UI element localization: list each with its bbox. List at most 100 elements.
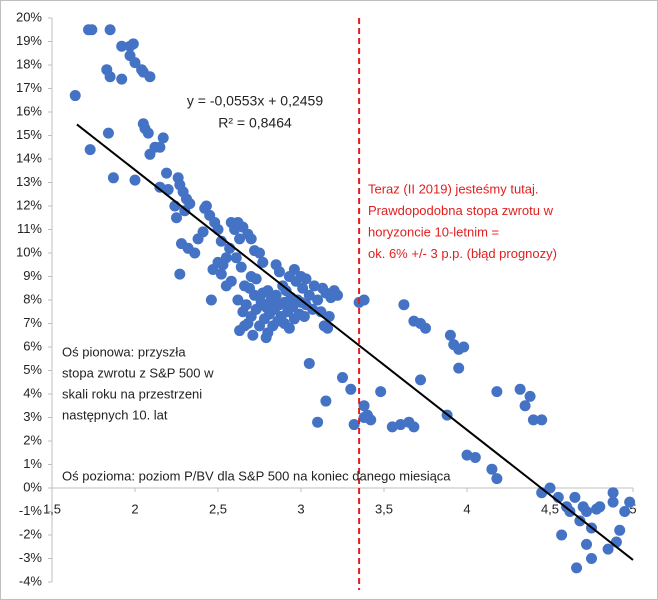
x-tick-label: 3,5: [375, 501, 393, 516]
y-tick-label: -3%: [19, 550, 43, 565]
annotation-left: stopa zwrotu z S&P 500 w: [62, 365, 214, 380]
point: [215, 268, 227, 280]
y-tick-label: 14%: [16, 150, 42, 165]
point: [322, 322, 334, 334]
point: [239, 320, 251, 332]
point: [232, 294, 244, 306]
x-tick-label: 5: [629, 501, 636, 516]
trendline: [76, 123, 634, 561]
y-tick-label: 8%: [23, 291, 42, 306]
point: [142, 127, 154, 139]
y-tick-label: 13%: [16, 174, 42, 189]
point: [244, 282, 256, 294]
point: [217, 259, 229, 271]
point: [556, 529, 568, 541]
y-tick-label: -1%: [19, 503, 43, 518]
point: [245, 233, 257, 245]
point: [453, 362, 465, 374]
point: [581, 538, 593, 550]
point: [408, 421, 420, 433]
point: [260, 332, 272, 344]
point: [569, 491, 581, 503]
point: [358, 412, 370, 423]
point: [345, 383, 357, 395]
point: [358, 400, 370, 412]
point: [86, 24, 98, 36]
y-tick-label: 0%: [23, 479, 42, 494]
point: [116, 40, 128, 52]
point: [312, 294, 324, 306]
x-tick-label: 4: [463, 501, 470, 516]
point: [607, 496, 619, 508]
point: [235, 261, 247, 273]
point: [607, 487, 619, 499]
point: [104, 24, 116, 36]
point: [527, 414, 539, 426]
point: [602, 543, 614, 555]
point: [171, 212, 182, 224]
point: [358, 294, 370, 306]
point: [116, 73, 128, 85]
point: [386, 421, 398, 433]
equation: R² = 0,8464: [218, 115, 292, 131]
y-tick-label: 7%: [23, 315, 42, 330]
point: [461, 449, 473, 461]
y-tick-label: 17%: [16, 80, 42, 95]
annotation-right: ok. 6% +/- 3 p.p. (błąd prognozy): [368, 246, 557, 261]
point: [444, 329, 456, 341]
point: [212, 224, 224, 235]
point: [375, 386, 387, 398]
point: [320, 395, 332, 407]
point: [300, 273, 312, 285]
point: [104, 71, 116, 83]
x-tick-label: 1,5: [43, 501, 61, 516]
point: [491, 473, 503, 485]
point: [332, 289, 344, 301]
y-tick-label: 1%: [23, 456, 42, 471]
point: [129, 174, 141, 186]
point: [486, 463, 498, 475]
point: [544, 482, 556, 494]
point: [270, 259, 282, 271]
y-tick-label: 2%: [23, 432, 42, 447]
point: [174, 268, 186, 280]
point: [283, 322, 295, 334]
x-tick-label: 2: [131, 501, 138, 516]
y-tick-label: 11%: [17, 221, 42, 236]
y-tick-label: 4%: [23, 385, 42, 400]
point: [308, 280, 320, 292]
point: [619, 506, 631, 517]
point: [524, 390, 536, 402]
point: [154, 181, 166, 193]
point: [257, 256, 269, 268]
point: [107, 172, 119, 184]
point: [469, 451, 481, 463]
point: [234, 233, 246, 245]
y-tick-label: 16%: [16, 103, 42, 118]
y-tick-label: -4%: [19, 573, 43, 588]
annotation-left: skali roku na przestrzeni: [62, 386, 202, 401]
point: [594, 501, 606, 513]
y-tick-label: 6%: [23, 338, 42, 353]
y-tick-label: 15%: [16, 127, 42, 142]
annotation-right: horyzoncie 10-letnim =: [368, 224, 499, 239]
annotation-left: Oś pionowa: przyszła: [62, 344, 186, 359]
point: [303, 357, 315, 369]
point: [398, 299, 410, 311]
point: [157, 132, 169, 144]
y-tick-label: 3%: [23, 409, 42, 424]
point: [581, 506, 593, 517]
point: [303, 289, 315, 301]
point: [200, 200, 212, 212]
point: [348, 419, 360, 431]
point: [240, 299, 252, 311]
point: [514, 383, 526, 395]
y-tick-label: 18%: [16, 56, 42, 71]
point: [491, 386, 503, 398]
y-tick-label: 19%: [16, 33, 42, 48]
point: [624, 496, 636, 508]
y-tick-label: 9%: [23, 268, 42, 283]
y-tick-label: -2%: [19, 526, 43, 541]
y-tick-label: 5%: [23, 362, 42, 377]
